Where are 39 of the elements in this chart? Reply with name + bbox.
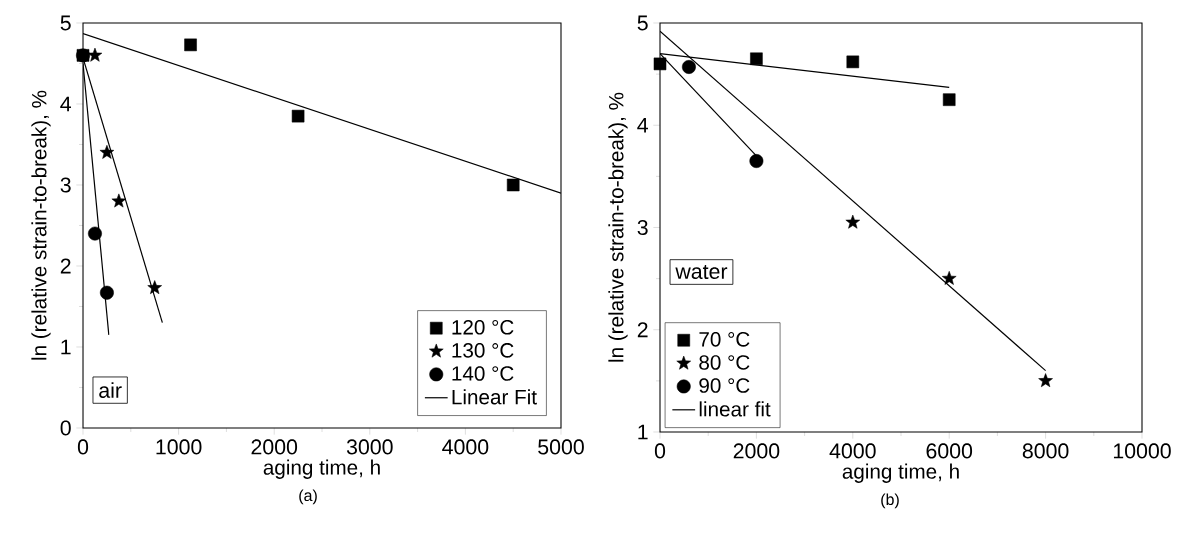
legend-label: Linear Fit (452, 389, 537, 405)
x-tick-label: 2000 (733, 443, 780, 459)
annotation: air (99, 382, 122, 398)
x-tick-label: 2000 (251, 439, 298, 455)
x-tick-label: 1000 (156, 439, 202, 455)
annotation: water (675, 265, 728, 280)
x-tick-label: 8000 (1022, 443, 1069, 459)
legend-label: 140 °C (452, 366, 514, 381)
x-tick-label: 6000 (926, 443, 973, 459)
y-tick-label: 0 (60, 420, 71, 436)
y-tick-label: 2 (60, 258, 71, 274)
x-axis-title: aging time, h (842, 463, 959, 483)
y-tick-label: 3 (60, 177, 71, 193)
y-tick-label: 5 (637, 15, 648, 31)
legend-label: 80 °C (699, 355, 750, 370)
y-tick-label: 2 (637, 322, 648, 338)
text: (b) (881, 493, 899, 509)
legend-label: 120 °C (452, 319, 514, 335)
y-tick-label: 1 (638, 424, 648, 440)
y-tick-label: 4 (637, 117, 648, 133)
text: (a) (299, 489, 317, 505)
y-axis-title: ln (relative strain-to-break), % (31, 90, 51, 360)
y-axis-title: ln (relative strain-to-break), % (608, 92, 628, 362)
legend-label: linear fit (699, 401, 771, 417)
x-tick-label: 10000 (1113, 443, 1171, 459)
legend-label: 90 °C (699, 378, 750, 393)
x-tick-label: 4000 (829, 443, 876, 459)
x-tick-label: 0 (77, 439, 89, 455)
x-tick-label: 4000 (442, 439, 489, 455)
x-tick-label: 3000 (346, 439, 393, 455)
x-tick-label: 5000 (538, 439, 584, 455)
legend-label: 130 °C (452, 343, 514, 358)
y-tick-label: 4 (60, 96, 71, 112)
x-tick-label: 0 (654, 443, 666, 459)
y-tick-label: 5 (60, 15, 71, 31)
y-tick-label: 1 (61, 339, 71, 355)
legend-label: 70 °C (699, 332, 750, 347)
y-tick-label: 3 (637, 219, 648, 236)
x-axis-title: aging time, h (263, 459, 380, 479)
